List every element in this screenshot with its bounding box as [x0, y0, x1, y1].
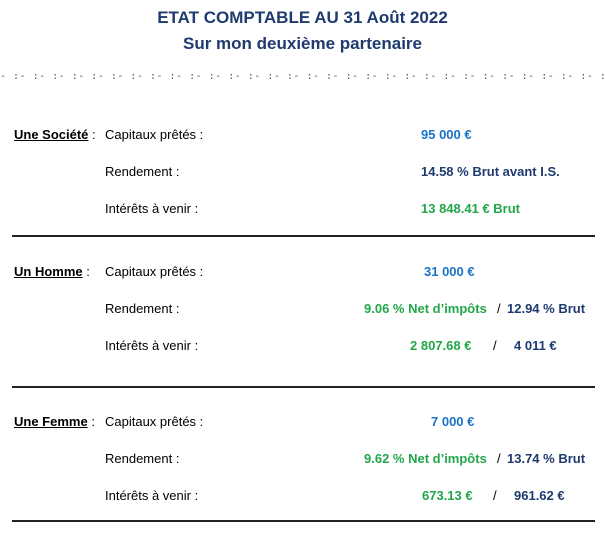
- rendement-brut-value: 12.94 % Brut: [507, 301, 586, 316]
- capitaux-label: Capitaux prêtés :: [105, 414, 204, 429]
- entity-name: Une Femme: [14, 414, 88, 429]
- interets-brut-value: 4 011 €: [514, 338, 557, 353]
- rendement-net-value: 9.06 % Net d’impôts: [364, 301, 487, 316]
- rendement-label: Rendement :: [105, 301, 180, 316]
- entity-name: Une Société: [14, 127, 89, 142]
- rendement-net-value: 9.62 % Net d’impôts: [364, 451, 487, 466]
- capitaux-value: 31 000 €: [424, 264, 475, 279]
- page-subtitle: Sur mon deuxième partenaire: [182, 34, 423, 53]
- entity-colon: :: [88, 127, 96, 142]
- entity-label: Un Homme :: [14, 262, 90, 282]
- interets-value: 13 848.41 € Brut: [421, 201, 521, 216]
- capitaux-row: Une Société : Capitaux prêtés : 95 000 €: [0, 125, 605, 149]
- interets-separator: /: [493, 488, 497, 503]
- section-homme: Un Homme : Capitaux prêtés : 31 000 € Re…: [0, 250, 605, 370]
- rendement-row: Rendement : 9.62 % Net d’impôts / 13.74 …: [0, 449, 605, 473]
- bottom-divider: [12, 520, 595, 522]
- interets-separator: /: [493, 338, 497, 353]
- rendement-row: Rendement : 14.58 % Brut avant I.S.: [0, 162, 605, 186]
- rendement-brut-value: 13.74 % Brut: [507, 451, 586, 466]
- capitaux-value: 95 000 €: [421, 127, 472, 142]
- interets-net-value: 2 807.68 €: [410, 338, 472, 353]
- capitaux-label: Capitaux prêtés :: [105, 127, 204, 142]
- decorative-separator: - :- :- :- :- :- :- :- :- :- :- :- :- :-…: [0, 71, 605, 82]
- capitaux-value: 7 000 €: [431, 414, 475, 429]
- interets-brut-value: 961.62 €: [514, 488, 565, 503]
- capitaux-row: Une Femme : Capitaux prêtés : 7 000 €: [0, 412, 605, 436]
- section-societe: Une Société : Capitaux prêtés : 95 000 €…: [0, 113, 605, 233]
- interets-label: Intérêts à venir :: [105, 488, 199, 503]
- rendement-separator: /: [497, 301, 501, 316]
- interets-row: Intérêts à venir : 13 848.41 € Brut: [0, 199, 605, 223]
- rendement-label: Rendement :: [105, 164, 180, 179]
- entity-name: Un Homme: [14, 264, 83, 279]
- interets-label: Intérêts à venir :: [105, 338, 199, 353]
- entity-colon: :: [82, 264, 90, 279]
- entity-label: Une Société :: [14, 125, 96, 145]
- section-femme: Une Femme : Capitaux prêtés : 7 000 € Re…: [0, 400, 605, 520]
- rendement-separator: /: [497, 451, 501, 466]
- section-divider: [12, 386, 595, 388]
- rendement-value: 14.58 % Brut avant I.S.: [421, 164, 560, 179]
- interets-row: Intérêts à venir : 2 807.68 € / 4 011 €: [0, 336, 605, 360]
- interets-label: Intérêts à venir :: [105, 201, 199, 216]
- entity-label: Une Femme :: [14, 412, 95, 432]
- capitaux-label: Capitaux prêtés :: [105, 264, 204, 279]
- capitaux-row: Un Homme : Capitaux prêtés : 31 000 €: [0, 262, 605, 286]
- rendement-row: Rendement : 9.06 % Net d’impôts / 12.94 …: [0, 299, 605, 323]
- rendement-label: Rendement :: [105, 451, 180, 466]
- interets-net-value: 673.13 €: [422, 488, 473, 503]
- interets-row: Intérêts à venir : 673.13 € / 961.62 €: [0, 486, 605, 510]
- page-title: ETAT COMPTABLE AU 31 Août 2022: [157, 8, 448, 27]
- entity-colon: :: [87, 414, 95, 429]
- section-divider: [12, 235, 595, 237]
